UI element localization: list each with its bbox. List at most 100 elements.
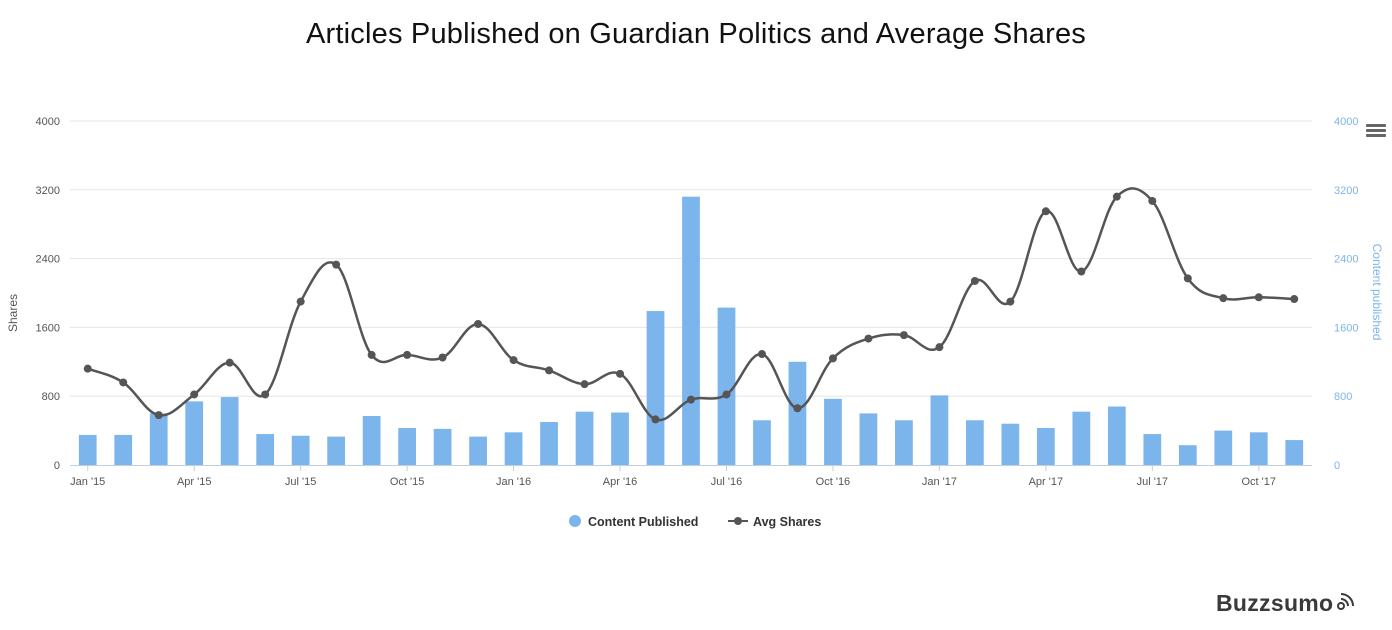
bar [78,434,97,465]
line-point [1219,294,1228,303]
bar [114,434,133,465]
bar [1036,428,1055,465]
legend-label-avg-shares: Avg Shares [753,515,821,529]
line-point [935,343,944,352]
x-tick-label: Apr '17 [1029,476,1064,488]
y-tick-label-right: 2400 [1334,254,1358,266]
y-axis-title-left: Shares [6,294,20,332]
y-tick-label-left: 1600 [36,322,60,334]
line-point [970,276,979,285]
line-point [225,358,234,367]
bar [362,415,381,465]
y-tick-label-left: 2400 [36,254,60,266]
bar [575,411,594,465]
x-tick-label: Jan '15 [70,476,105,488]
line-point [190,390,199,399]
bar [1107,406,1126,465]
y-tick-label-right: 800 [1334,391,1352,403]
bar [185,401,204,465]
y-axis-title-right: Content published [1370,244,1384,341]
line-point [1183,274,1192,283]
x-tick-label: Apr '15 [177,476,212,488]
brand-name: Buzzsumo [1216,590,1334,616]
line-point [509,356,518,365]
bar [504,432,523,465]
bar [682,196,700,465]
line-point [367,350,376,359]
buzzsumo-logo: Buzzsumo [1216,590,1354,622]
y-tick-label-left: 3200 [36,185,60,197]
bar [433,428,452,465]
line-point [474,319,483,328]
line-point [864,334,873,343]
line-point [332,260,341,269]
bar [149,413,168,465]
line-point [722,390,731,399]
line-point [651,415,660,424]
legend-marker-content-published [569,515,581,527]
y-tick-label-left: 0 [54,460,60,472]
signal-waves-icon [1337,593,1354,610]
line-series [83,187,1299,424]
bar [1072,411,1091,465]
x-tick-label: Jan '17 [922,476,957,488]
legend-marker-avg-shares [734,517,742,525]
y-tick-label-right: 3200 [1334,185,1358,197]
line-point [545,366,554,375]
x-tick-label: Jul '15 [285,476,316,488]
line-point [296,297,305,306]
bar [611,412,629,465]
bar [930,395,949,465]
hamburger-menu-icon [1366,124,1386,127]
bar [1214,430,1233,465]
avg-shares-line [87,187,1295,422]
y-tick-label-left: 4000 [36,116,60,128]
y-tick-label-left: 800 [42,391,60,403]
chart-menu-button[interactable] [1366,124,1386,140]
bar [859,413,878,465]
line-point [1077,267,1086,276]
bar [788,361,807,465]
line-point [1290,295,1299,304]
bar [327,436,346,465]
bar [753,420,771,465]
x-tick-label: Jan '16 [496,476,531,488]
chart-title: Articles Published on Guardian Politics … [305,18,1086,50]
line-point [899,331,908,340]
line-point [154,411,163,420]
line-point [580,380,589,389]
line-point [1254,293,1263,302]
bars-series [78,196,1304,465]
line-point [757,350,766,359]
line-point [119,378,128,387]
bar [256,434,275,465]
bar [717,307,736,465]
bar [824,398,842,465]
bar [398,428,416,465]
bar [540,422,558,465]
line-point [1112,192,1121,201]
x-tick-label: Jul '16 [711,476,742,488]
legend-label-content-published: Content Published [588,515,698,529]
line-point [261,390,270,399]
y-tick-label-right: 4000 [1334,116,1358,128]
line-point [828,354,837,363]
bar [469,436,487,465]
x-tick-label: Oct '15 [390,476,425,488]
x-tick-label: Oct '17 [1242,476,1277,488]
line-point [1041,207,1050,216]
x-tick-label: Apr '16 [603,476,638,488]
bar [291,435,310,465]
line-point [438,353,447,362]
x-tick-label: Jul '17 [1137,476,1168,488]
line-point [616,369,625,378]
bar [966,420,984,465]
bar [220,397,239,465]
y-tick-label-right: 1600 [1334,322,1358,334]
bar [895,420,913,465]
bar [646,311,665,465]
bar [1285,440,1304,465]
y-tick-label-right: 0 [1334,460,1340,472]
line-point [793,404,802,413]
